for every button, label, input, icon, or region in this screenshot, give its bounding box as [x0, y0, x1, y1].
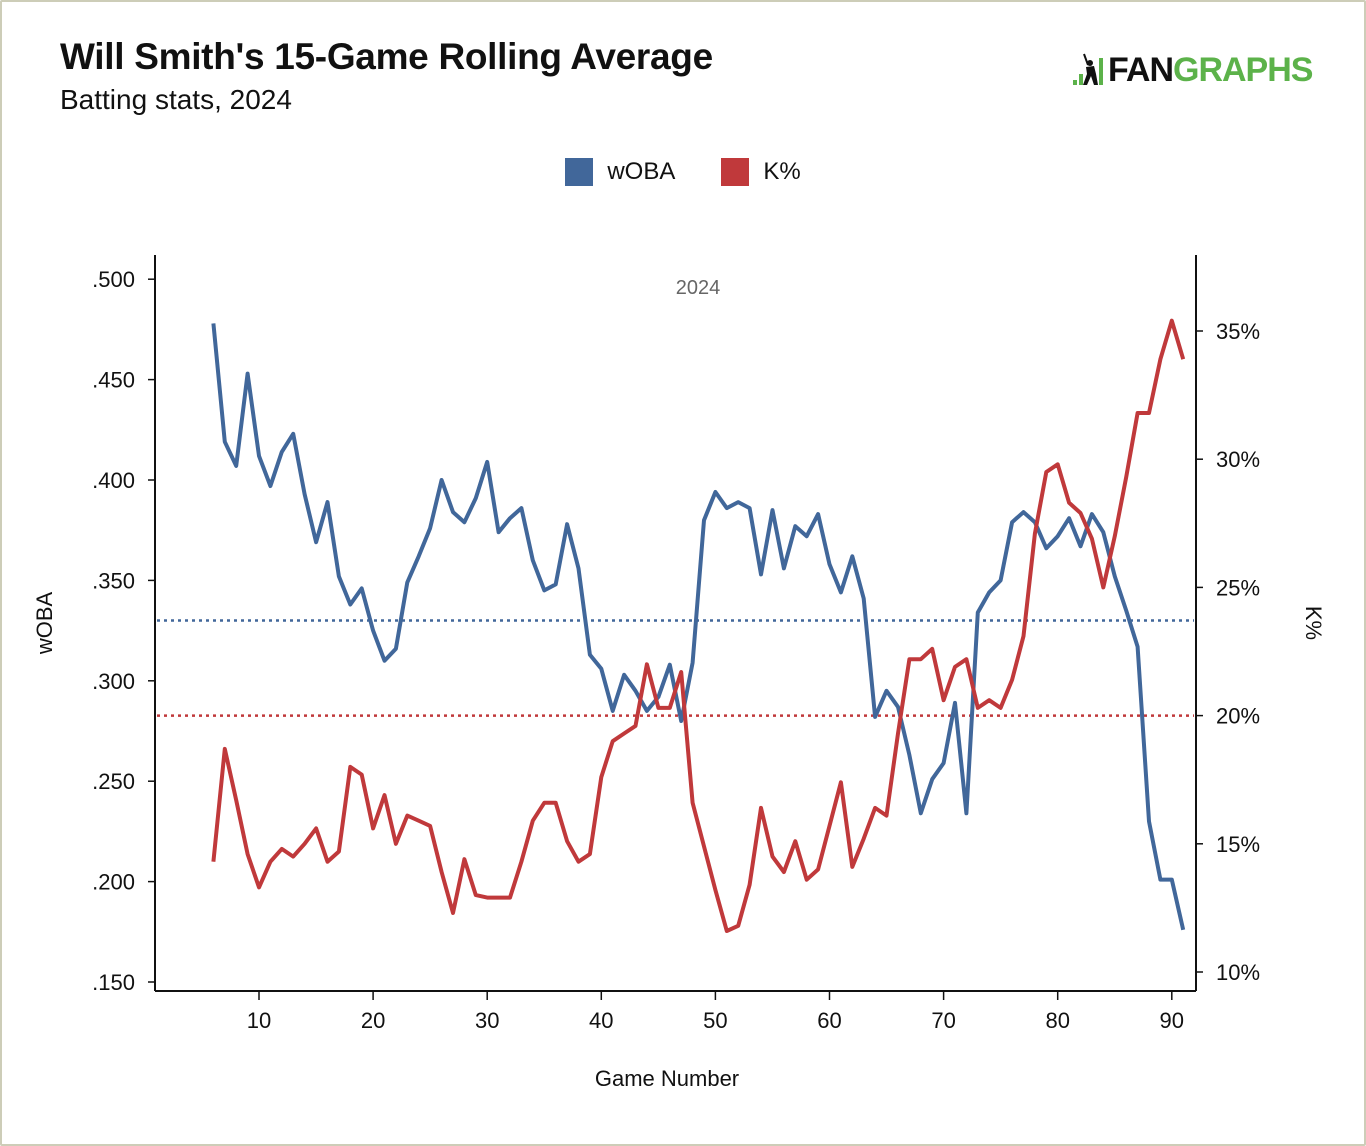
y-tick-label: .250 [92, 769, 135, 794]
batter-bars-icon [1073, 53, 1103, 85]
chart-subtitle: Batting stats, 2024 [60, 84, 292, 115]
y-tick-label: .400 [92, 468, 135, 493]
fangraphs-logo: FAN GRAPHS [1072, 50, 1313, 89]
x-tick-label: 60 [817, 1008, 841, 1033]
y2-tick-label: 10% [1216, 960, 1260, 985]
y-tick-label: .450 [92, 368, 135, 393]
y-tick-label: .200 [92, 870, 135, 895]
legend-item-woba: wOBA [565, 158, 675, 186]
legend-label-woba: wOBA [607, 158, 676, 185]
chart-title: Will Smith's 15-Game Rolling Average [60, 36, 713, 77]
y-tick-label: .350 [92, 568, 135, 593]
x-tick-label: 40 [589, 1008, 613, 1033]
y2-tick-label: 30% [1216, 447, 1260, 472]
legend-swatch-woba [565, 158, 594, 186]
logo-text-graphs: GRAPHS [1173, 50, 1313, 89]
y2-tick-label: 25% [1216, 575, 1260, 600]
y-tick-label: .150 [92, 970, 135, 995]
x-tick-label: 30 [475, 1008, 499, 1033]
y2-axis-label: K% [1301, 606, 1326, 640]
y2-tick-label: 20% [1216, 704, 1260, 729]
woba-series-line [211, 323, 1186, 931]
x-tick-label: 90 [1160, 1008, 1184, 1033]
logo-text: FAN [1108, 50, 1174, 89]
legend: wOBA K% [0, 158, 1366, 186]
year-annotation: 2024 [676, 277, 721, 299]
y-tick-label: .500 [92, 267, 135, 292]
x-axis-label: Game Number [595, 1066, 739, 1091]
legend-item-k-pct: K% [721, 158, 801, 186]
k-pct-series-line [211, 318, 1186, 933]
y-tick-label: .300 [92, 669, 135, 694]
y2-tick-label: 15% [1216, 832, 1260, 857]
x-tick-label: 70 [931, 1008, 955, 1033]
x-tick-label: 80 [1045, 1008, 1069, 1033]
x-tick-label: 10 [247, 1008, 271, 1033]
y2-tick-label: 35% [1216, 319, 1260, 344]
y-axis-label: wOBA [32, 592, 57, 656]
legend-label-k-pct: K% [763, 158, 801, 185]
legend-swatch-k-pct [721, 158, 750, 186]
x-tick-label: 20 [361, 1008, 385, 1033]
x-tick-label: 50 [703, 1008, 727, 1033]
